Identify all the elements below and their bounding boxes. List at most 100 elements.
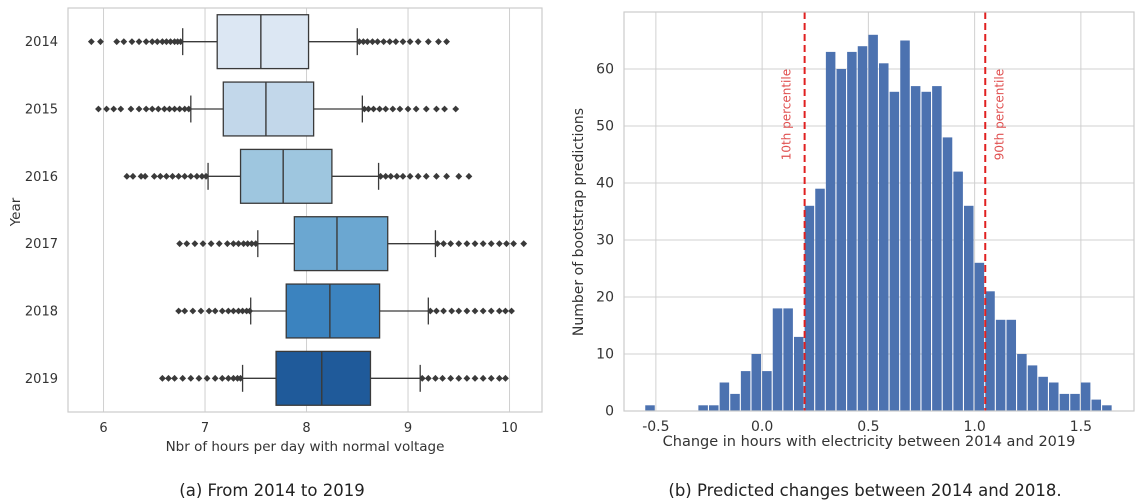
outlier-point [369,38,376,46]
boxplot-x-tick: 6 [99,421,107,436]
outlier-point [495,307,503,315]
boxplot-x-tick: 10 [501,421,518,436]
outlier-point [207,240,215,248]
outlier-point [189,307,197,315]
histogram-x-tick: 0.5 [857,419,879,435]
outlier-point [223,240,231,248]
outlier-point [471,307,479,315]
outlier-point [487,240,495,248]
outlier-point [161,105,168,113]
histogram-bar [942,137,953,411]
outlier-point [237,374,244,382]
histogram-bar [953,171,963,411]
boxplot-x-tick: 9 [404,421,412,436]
outlier-point [455,172,463,180]
outlier-point [503,240,510,248]
outlier-point [218,374,226,382]
outlier-point [463,374,471,382]
histogram-y-tick: 40 [596,176,614,192]
histogram-bar [794,336,804,411]
boxplot-x-tick: 7 [201,421,209,436]
outlier-point [197,307,205,315]
outlier-point [167,38,174,46]
outlier-point [433,307,440,315]
outlier-point [418,374,426,382]
outlier-point [422,105,430,113]
outlier-point [171,105,178,113]
histogram-bar [1027,365,1038,411]
outlier-point [142,105,150,113]
year-label: 2019 [25,372,58,387]
histogram-bar [879,63,889,412]
outlier-point [399,38,407,46]
box-2018 [175,283,515,339]
left-caption: (a) From 2014 to 2019 [179,481,364,500]
outlier-point [360,105,368,113]
histogram-bar [985,291,995,411]
outlier-point [399,172,407,180]
outlier-point [502,307,509,315]
outlier-point [364,38,371,46]
boxplot-grid [103,8,511,412]
outlier-point [376,105,384,113]
outlier-point [440,240,447,248]
histogram-bar [964,205,974,411]
histogram-y-tick: 0 [605,404,614,420]
outlier-point [95,105,102,113]
year-label: 2016 [25,170,58,185]
outlier-point [181,172,189,180]
outlier-point [135,105,143,113]
outlier-point [433,105,440,113]
histogram-x-tick: 1.5 [1070,419,1092,435]
outlier-point [176,105,184,113]
outlier-point [230,240,237,248]
histogram-panel: 10th percentile 90th percentile 0 10 20 30 40… [571,11,1135,450]
outlier-point [406,172,414,180]
histogram-y-tick: 20 [596,290,614,306]
outlier-point [380,38,388,46]
histogram-bar [900,40,910,411]
outlier-point [248,240,256,248]
outlier-point [135,38,143,46]
histogram-bar [825,51,836,412]
outlier-point [181,105,189,113]
outlier-point [455,374,463,382]
outlier-point [187,374,195,382]
outlier-point [230,307,237,315]
percentile-lines: 10th percentile 90th percentile [780,12,1006,411]
outlier-point [211,307,219,315]
outlier-point [117,105,125,113]
outlier-point [455,307,463,315]
histogram-bar [730,393,740,411]
outlier-point [487,374,495,382]
outlier-point [424,374,432,382]
histogram-bar [847,51,857,412]
histogram-bar [1091,399,1102,411]
outlier-point [195,374,203,382]
outlier-point [359,38,367,46]
boxplot-frame [67,7,543,413]
outlier-point [169,172,176,180]
outlier-point [158,38,166,46]
histogram-bar [1070,393,1080,411]
percentile-label: 10th percentile [780,69,794,160]
outlier-point [187,172,195,180]
histogram-bar [762,371,772,411]
outlier-point [177,38,185,46]
outlier-point [463,240,471,248]
outlier-point [110,105,118,113]
outlier-point [156,172,164,180]
outlier-point [440,307,447,315]
histogram-xlabel: Change in hours with electricity between… [663,434,1076,450]
outlier-point [103,105,110,113]
outlier-point [487,307,495,315]
outlier-point [414,38,422,46]
outlier-point [463,307,471,315]
outlier-point [137,172,145,180]
outlier-point [412,105,420,113]
outlier-point [426,307,434,315]
outlier-point [406,38,414,46]
outlier-point [127,105,135,113]
outlier-point [181,307,189,315]
